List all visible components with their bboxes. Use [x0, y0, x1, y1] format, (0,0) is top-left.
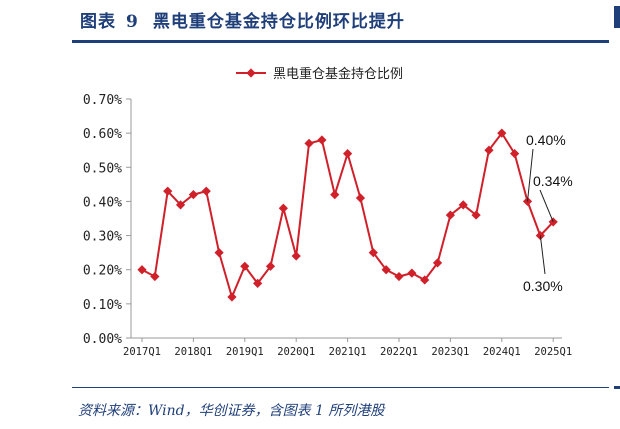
data-point-marker [394, 271, 404, 282]
data-point-marker [445, 210, 455, 220]
figure-title: 图表 9 黑电重仓基金持仓比例环比提升 [80, 7, 405, 32]
x-tick-label: 2017Q1 [123, 346, 161, 358]
annotation-leader [539, 235, 546, 275]
line-chart: 0.00% 0.10% 0.20% 0.30% 0.40% 0.50% 0.60% 0.70%… [83, 66, 573, 358]
data-point-marker [497, 128, 507, 138]
source-note: 资料来源：Wind，华创证券，含图表 1 所列港股 [78, 403, 385, 419]
y-tick-label: 0.30% [83, 230, 122, 245]
y-tick-label: 0.10% [83, 298, 122, 313]
annotation-leader [527, 148, 534, 202]
data-point-marker [458, 200, 468, 210]
x-tick-label: 2022Q1 [380, 346, 418, 358]
data-point-marker [355, 193, 366, 203]
figure-label: 图表 [80, 12, 116, 32]
data-point-marker [330, 190, 340, 200]
data-point-marker [278, 203, 288, 213]
data-point-marker [137, 265, 147, 275]
y-tick-label: 0.60% [83, 127, 122, 142]
data-point-marker [175, 200, 186, 210]
data-point-marker [381, 265, 391, 275]
data-point-marker [227, 292, 237, 302]
annotation-label: 0.30% [523, 278, 563, 294]
data-point-marker [368, 248, 378, 258]
data-point-marker [201, 186, 211, 196]
data-point-marker [471, 210, 481, 220]
edge-mark-top [614, 6, 620, 28]
annotation-leader [539, 189, 554, 223]
y-tick-label: 0.50% [83, 161, 122, 176]
figure-header: 图表 9 黑电重仓基金持仓比例环比提升 [0, 0, 620, 40]
x-tick-label: 2019Q1 [226, 346, 264, 358]
data-point-marker [265, 261, 276, 271]
data-point-marker [150, 271, 160, 282]
y-tick-label: 0.00% [83, 332, 122, 347]
x-tick-label: 2021Q1 [329, 346, 367, 358]
x-tick-label: 2025Q1 [534, 346, 572, 358]
legend-label: 黑电重仓基金持仓比例 [273, 66, 403, 82]
data-point-marker [163, 186, 173, 196]
annotation-label: 0.40% [526, 132, 566, 148]
data-point-marker [304, 138, 314, 148]
data-point-marker [291, 251, 301, 261]
data-point-marker [510, 149, 520, 159]
x-tick-label: 2023Q1 [431, 346, 469, 358]
footer-rule [72, 387, 609, 388]
x-tick-label: 2020Q1 [277, 346, 315, 358]
data-point-marker [343, 149, 353, 159]
y-tick-label: 0.40% [83, 195, 122, 210]
data-point-marker [240, 261, 250, 271]
data-point-marker [214, 248, 224, 258]
edge-mark-bottom [614, 386, 620, 389]
data-point-marker [420, 275, 430, 285]
data-point-marker [484, 145, 494, 155]
data-point-marker [188, 190, 198, 200]
data-point-marker [317, 135, 327, 145]
legend-swatch-marker [246, 68, 256, 78]
x-tick-label: 2018Q1 [174, 346, 212, 358]
y-tick-label: 0.70% [83, 93, 122, 108]
header-rule [72, 40, 609, 43]
y-tick-label: 0.20% [83, 264, 122, 279]
annotation-label: 0.34% [533, 173, 573, 189]
data-point-marker [407, 268, 417, 278]
figure-number: 9 [126, 12, 139, 32]
figure-title-text: 黑电重仓基金持仓比例环比提升 [152, 12, 405, 32]
x-tick-label: 2024Q1 [483, 346, 521, 358]
